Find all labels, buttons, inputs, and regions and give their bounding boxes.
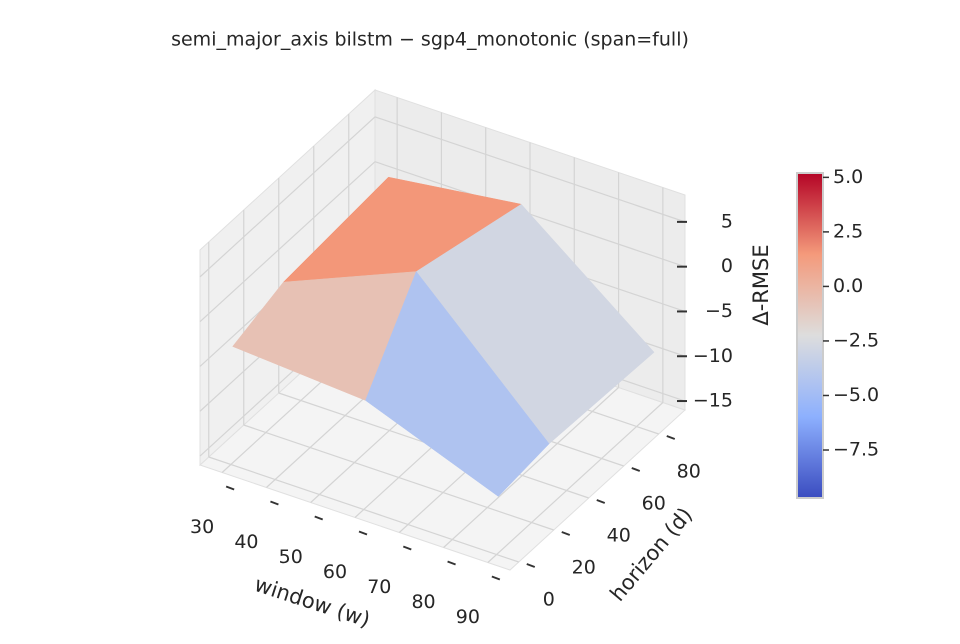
y-tick: [666, 435, 676, 440]
x-tick: [358, 530, 368, 536]
x-tick: [491, 575, 501, 581]
grid-line: [443, 387, 619, 548]
x-tick-label: 60: [323, 561, 347, 583]
colorbar-tick-label: −2.5: [833, 329, 879, 351]
y-tick: [631, 467, 641, 472]
x-tick-label: 80: [411, 591, 435, 613]
x-tick: [447, 560, 456, 566]
y-tick-label: 40: [607, 525, 631, 547]
grid-line: [487, 402, 664, 563]
z-tick-label: 0: [721, 255, 733, 277]
colorbar-tick-label: 5.0: [833, 166, 863, 188]
x-tick-label: 90: [456, 606, 480, 628]
z-tick-label: −10: [693, 345, 733, 367]
grid-line: [199, 116, 376, 278]
grid-line: [374, 116, 686, 223]
x-axis-label: window (w): [252, 572, 373, 632]
colorbar-tick-label: 2.5: [833, 220, 863, 242]
x-tick-label: 70: [367, 576, 391, 598]
x-tick-label: 40: [234, 531, 258, 553]
colorbar: [796, 172, 824, 499]
colorbar-tick-label: −5.0: [833, 384, 879, 406]
grid-line: [243, 424, 554, 531]
y-tick-label: 80: [677, 461, 701, 483]
x-tick: [314, 515, 324, 521]
z-tick-label: −15: [693, 390, 733, 412]
x-tick-label: 30: [190, 516, 214, 538]
x-tick: [402, 545, 412, 551]
x-tick-label: 50: [279, 546, 303, 568]
x-tick: [270, 500, 279, 506]
chart-title: semi_major_axis bilstm − sgp4_monotonic …: [171, 29, 689, 51]
y-tick-label: 0: [543, 589, 555, 611]
grid-line: [208, 456, 519, 563]
colorbar-tick-label: −7.5: [833, 439, 879, 461]
z-tick-label: 5: [721, 210, 733, 232]
x-tick: [225, 485, 235, 491]
y-tick-label: 20: [572, 557, 596, 579]
y-tick: [526, 563, 536, 568]
z-axis-label: Δ-RMSE: [749, 244, 773, 325]
y-tick-label: 60: [642, 493, 666, 515]
colorbar-tick-label: 0.0: [833, 275, 863, 297]
y-tick: [596, 499, 606, 504]
y-axis-label: horizon (d): [605, 503, 697, 606]
z-tick-label: −5: [705, 300, 733, 322]
y-tick: [561, 531, 571, 536]
grid-line: [199, 161, 376, 323]
surface-facet: [365, 271, 550, 497]
